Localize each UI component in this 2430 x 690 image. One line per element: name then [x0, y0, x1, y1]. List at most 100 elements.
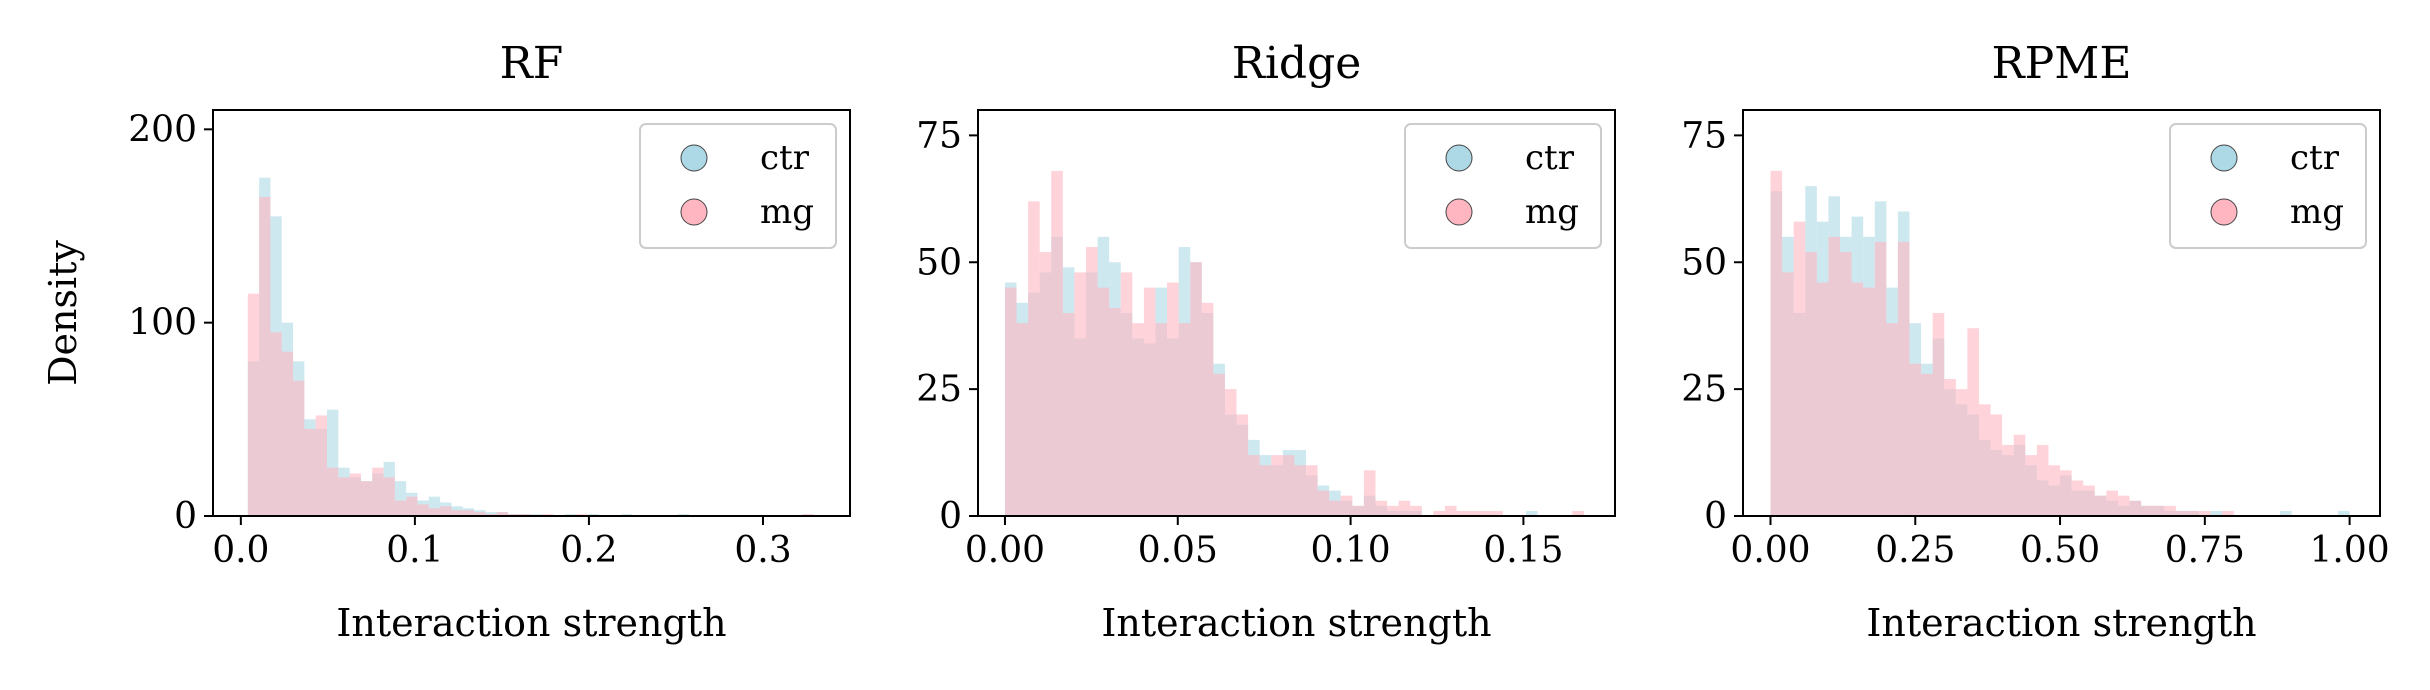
bar-mg [1317, 490, 1330, 516]
bar-mg [1886, 323, 1898, 516]
bar-mg [1097, 287, 1110, 516]
subplot-rpme: 0.00 0.25 0.50 0.75 1.00 0 25 50 75 RPME Interacti… [1681, 38, 2389, 645]
legend-marker-mg [680, 198, 708, 226]
x-tick-label: 0.1 [386, 530, 443, 571]
y-tick-label: 75 [1681, 115, 1727, 156]
bar-mg [326, 467, 339, 516]
bar-mg [383, 477, 395, 516]
y-tick-label: 75 [916, 115, 962, 156]
x-tick-label: 1.00 [2310, 530, 2390, 571]
bar-mg [1932, 313, 1945, 516]
bar-mg [1805, 252, 1817, 516]
bar-mg [1491, 510, 1503, 516]
bar-mg [1143, 287, 1156, 516]
chart-title: RPME [1992, 38, 2132, 89]
bar-mg [349, 473, 361, 516]
bar-mg [338, 477, 350, 516]
bar-mg [1259, 465, 1272, 516]
x-tick-label: 0.10 [1311, 530, 1391, 571]
bar-mg [1016, 323, 1029, 516]
bar-mg [1793, 221, 1806, 516]
series-mg [1004, 170, 1584, 516]
y-tick-label: 200 [128, 109, 197, 150]
bar-mg [2048, 465, 2061, 516]
bar-mg [1433, 510, 1445, 516]
legend-marker-mg [2210, 198, 2238, 226]
bar-mg [1236, 414, 1249, 516]
bar-mg [1897, 241, 1910, 516]
x-axis-label: Interaction strength [1866, 601, 2256, 645]
bar-mg [1828, 236, 1840, 516]
bar-mg [1572, 510, 1584, 516]
bar-mg [372, 467, 384, 516]
bar-ctr [1525, 510, 1538, 516]
bar-mg [1990, 414, 2003, 516]
bar-mg [1839, 252, 1852, 516]
bar-mg [2106, 490, 2118, 516]
y-axis-label: Density [41, 240, 85, 386]
bar-mg [304, 429, 316, 516]
bar-mg [247, 293, 260, 516]
legend-marker-ctr [2210, 144, 2238, 172]
bar-mg [2002, 444, 2014, 516]
legend-label-mg: mg [760, 192, 814, 232]
bar-mg [1770, 170, 1783, 516]
axes-frame [212, 109, 851, 517]
bar-mg [1967, 328, 1979, 516]
bar-mg [1921, 373, 1933, 516]
bar-mg [1410, 505, 1422, 516]
legend-label-mg: mg [1525, 192, 1579, 232]
subplot-rf: 0.0 0.1 0.2 0.3 0 100 200 RF Interaction strengt… [41, 38, 851, 645]
bar-mg [2187, 510, 2200, 516]
x-tick-label: 0.75 [2165, 530, 2245, 571]
bar-mg [1444, 505, 1457, 516]
legend-marker-ctr [1445, 144, 1473, 172]
y-tick-label: 100 [128, 303, 197, 344]
bar-mg [293, 380, 305, 516]
subplot-ridge: 0.00 0.05 0.10 0.15 0 25 50 75 Ridge Interaction … [916, 38, 1616, 645]
bar-mg [2094, 495, 2107, 516]
bar-mg [2222, 510, 2234, 516]
x-tick-label: 0.15 [1483, 530, 1563, 571]
bar-mg [1874, 241, 1887, 516]
bar-mg [2083, 485, 2095, 516]
bar-mg [417, 504, 429, 516]
x-tick-label: 0.25 [1875, 530, 1955, 571]
bar-mg [1109, 307, 1121, 516]
series-mg [1770, 170, 2234, 516]
y-tick-label: 25 [1681, 369, 1727, 410]
x-tick-label: 0.50 [2020, 530, 2100, 571]
legend-marker-ctr [680, 144, 708, 172]
bar-ctr [2280, 510, 2292, 516]
bar-mg [451, 510, 463, 516]
bar-mg [1456, 510, 1469, 516]
bar-mg [2175, 510, 2188, 516]
y-tick-label: 50 [916, 242, 962, 283]
legend: ctr mg [639, 123, 837, 249]
bar-mg [1352, 505, 1364, 516]
bar-mg [2025, 455, 2037, 516]
series-mg [247, 197, 814, 516]
bar-ctr [428, 496, 441, 516]
bar-mg [1468, 510, 1480, 516]
bar-mg [1074, 272, 1087, 516]
bar-mg [2071, 480, 2084, 516]
bar-mg [1039, 252, 1052, 516]
bar-mg [1863, 287, 1875, 516]
bar-mg [2199, 510, 2211, 516]
bar-mg [1306, 465, 1318, 516]
bar-mg [2164, 505, 2176, 516]
legend-label-ctr: ctr [760, 138, 810, 178]
bar-mg [1944, 378, 1956, 516]
bar-mg [1329, 500, 1341, 516]
bar-mg [1224, 389, 1237, 516]
bar-mg [1213, 373, 1225, 516]
legend-label-ctr: ctr [1525, 138, 1575, 178]
bar-mg [1132, 323, 1144, 516]
bar-mg [1398, 500, 1411, 516]
bar-mg [2117, 495, 2130, 516]
bar-ctr [2210, 510, 2223, 516]
bar-mg [462, 510, 475, 516]
bar-mg [474, 512, 486, 516]
